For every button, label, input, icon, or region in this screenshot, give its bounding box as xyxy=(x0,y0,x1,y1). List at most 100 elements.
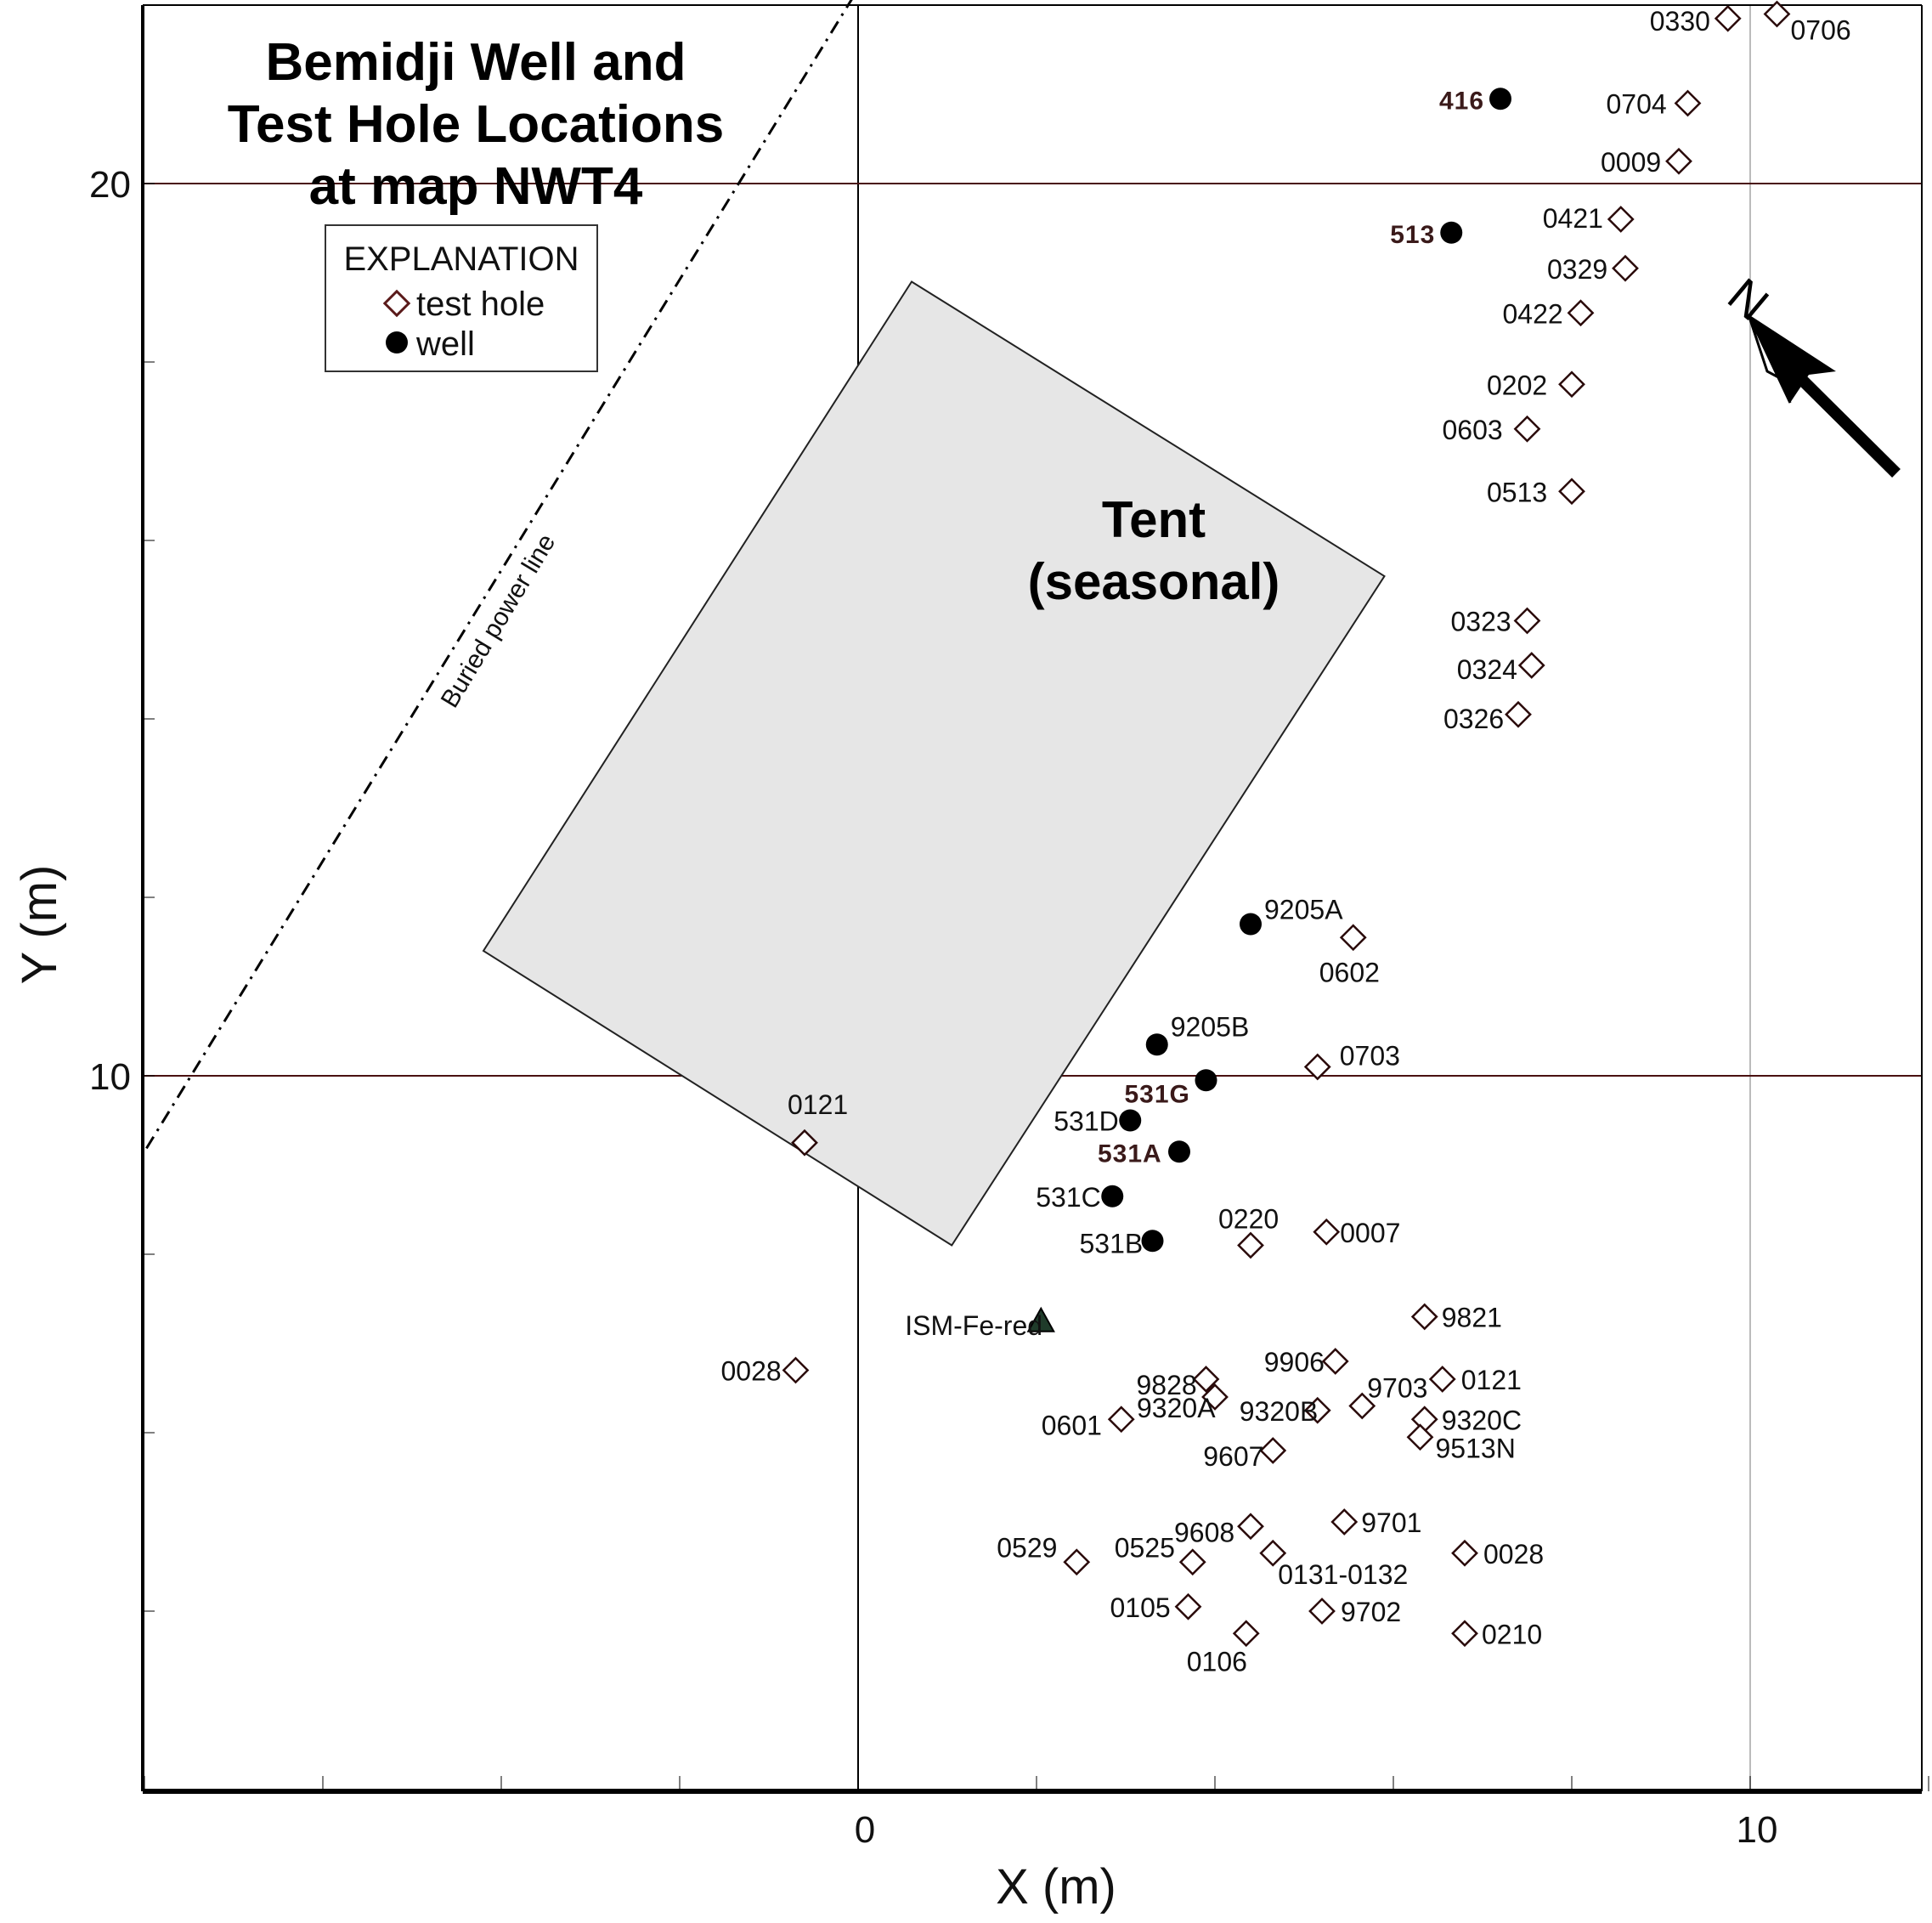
point-9702-label: 9702 xyxy=(1341,1597,1401,1627)
point-0324-label: 0324 xyxy=(1457,654,1517,685)
point-0602-label: 0602 xyxy=(1319,957,1380,987)
point-0706-diamond xyxy=(1763,0,1791,28)
point-0323-diamond xyxy=(1513,607,1541,635)
legend-title: EXPLANATION xyxy=(343,240,579,278)
point-0421-label: 0421 xyxy=(1543,203,1603,234)
point-0202-diamond xyxy=(1558,370,1585,399)
point-0421-diamond xyxy=(1607,206,1635,233)
x-axis-title: X (m) xyxy=(996,1859,1116,1915)
point-0704-label: 0704 xyxy=(1607,89,1667,120)
point-531d-label: 531D xyxy=(1054,1106,1119,1137)
point-9320a-label: 9320A xyxy=(1137,1393,1216,1423)
north-arrow-head-outline xyxy=(1747,314,1792,404)
point-9701-label: 9701 xyxy=(1361,1507,1421,1538)
point-9205b-circle xyxy=(1145,1033,1168,1056)
legend-entry-test-hole: test hole xyxy=(416,286,545,323)
point-0220-diamond xyxy=(1237,1231,1264,1259)
point-0329-diamond xyxy=(1612,254,1639,282)
point-0028-label: 0028 xyxy=(1483,1539,1544,1570)
point-9821-diamond xyxy=(1410,1303,1438,1331)
point-0706-label: 0706 xyxy=(1791,15,1851,46)
point-ism-fe-red-label: ISM-Fe-red xyxy=(905,1310,1042,1341)
point-9205b-label: 9205B xyxy=(1171,1011,1250,1042)
point-513-label: 513 xyxy=(1390,221,1435,249)
point-0105-diamond xyxy=(1174,1592,1202,1620)
point-9205a-circle xyxy=(1240,913,1262,936)
point-0121-label: 0121 xyxy=(788,1089,848,1120)
point-9513n-diamond xyxy=(1406,1423,1434,1451)
plot-frame xyxy=(141,4,1923,1794)
point-531g-label: 531G xyxy=(1125,1080,1190,1108)
point-9702-diamond xyxy=(1308,1598,1336,1625)
north-arrow: N xyxy=(1718,268,1901,478)
point-531c-label: 531C xyxy=(1036,1182,1101,1213)
point-9828-label: 9828 xyxy=(1137,1370,1197,1400)
y-tick-label-1: 20 xyxy=(89,164,131,206)
y-axis-title: Y (m) xyxy=(12,865,67,985)
north-arrow-head xyxy=(1748,314,1836,403)
legend-box xyxy=(325,224,598,372)
y-tick-label-0: 10 xyxy=(89,1056,131,1098)
point-0121-diamond xyxy=(1428,1366,1456,1393)
point-0009-label: 0009 xyxy=(1601,147,1661,178)
point-531c-circle xyxy=(1101,1185,1124,1208)
point-0131-0132-label: 0131-0132 xyxy=(1278,1559,1408,1590)
point-0202-label: 0202 xyxy=(1487,370,1547,400)
point-0007-diamond xyxy=(1313,1218,1341,1246)
point-9906-label: 9906 xyxy=(1264,1347,1325,1377)
point-9320c-label: 9320C xyxy=(1442,1405,1522,1435)
point-0603-diamond xyxy=(1513,415,1541,443)
point-531a-label: 531A xyxy=(1098,1140,1162,1168)
point-531b-circle xyxy=(1141,1230,1164,1253)
point-9821-label: 9821 xyxy=(1442,1303,1502,1333)
point-0329-label: 0329 xyxy=(1547,254,1607,285)
point-0131-0132-diamond xyxy=(1259,1539,1287,1567)
legend-diamond-icon xyxy=(382,289,411,318)
point-9701-diamond xyxy=(1330,1508,1359,1536)
point-531b-label: 531B xyxy=(1080,1228,1144,1258)
north-arrow-shaft xyxy=(1788,366,1901,478)
x-tick-label-1: 10 xyxy=(1737,1809,1778,1851)
point-0422-label: 0422 xyxy=(1503,298,1563,329)
legend: EXPLANATION test hole well xyxy=(325,224,598,372)
point-9320a-diamond xyxy=(1201,1383,1229,1411)
point-9703-label: 9703 xyxy=(1367,1373,1427,1404)
point-0028-diamond xyxy=(782,1356,810,1384)
point-0601-diamond xyxy=(1107,1405,1135,1434)
point-0323-label: 0323 xyxy=(1451,607,1511,637)
north-label: N xyxy=(1718,268,1778,331)
axis-ticks: 0 10 10 20 xyxy=(89,4,1929,1851)
point-ism-fe-red-triangle xyxy=(1026,1306,1055,1332)
data-points: 0330 0706 0704 0009 0421 0329 0422 0202 0603 0513… xyxy=(721,0,1851,1677)
point-0704-diamond xyxy=(1674,89,1702,117)
point-0326-diamond xyxy=(1505,700,1532,728)
point-9703-diamond xyxy=(1348,1392,1376,1420)
legend-circle-icon xyxy=(386,331,408,353)
point-0106-diamond xyxy=(1232,1620,1260,1648)
tent-label-line-1: Tent xyxy=(1102,491,1206,548)
point-531g-circle xyxy=(1195,1069,1217,1092)
point-9607-label: 9607 xyxy=(1203,1441,1263,1472)
point-0703-diamond xyxy=(1303,1053,1331,1081)
point-9608-label: 9608 xyxy=(1174,1517,1234,1547)
point-0028-label: 0028 xyxy=(721,1356,782,1387)
point-9828-diamond xyxy=(1192,1366,1220,1393)
point-9607-diamond xyxy=(1259,1437,1287,1464)
chart-title-line-1: Bemidji Well and xyxy=(266,33,686,92)
chart-title-line-3: at map NWT4 xyxy=(309,157,643,216)
point-0603-label: 0603 xyxy=(1443,415,1503,445)
point-9906-diamond xyxy=(1321,1348,1349,1375)
point-416-label: 416 xyxy=(1439,87,1484,115)
point-0601-label: 0601 xyxy=(1042,1410,1102,1440)
point-0106-label: 0106 xyxy=(1187,1646,1247,1677)
point-0105-label: 0105 xyxy=(1110,1592,1171,1623)
chart-title-line-2: Test Hole Locations xyxy=(228,95,725,154)
point-531d-circle xyxy=(1119,1109,1142,1132)
point-0028-diamond xyxy=(1451,1539,1478,1567)
point-416-circle xyxy=(1489,88,1511,110)
point-0529-label: 0529 xyxy=(997,1532,1057,1563)
point-9320b-label: 9320B xyxy=(1240,1396,1319,1427)
point-0513-label: 0513 xyxy=(1487,477,1547,507)
point-0121-diamond xyxy=(791,1128,818,1157)
tent-label-line-2: (seasonal) xyxy=(1028,553,1280,610)
